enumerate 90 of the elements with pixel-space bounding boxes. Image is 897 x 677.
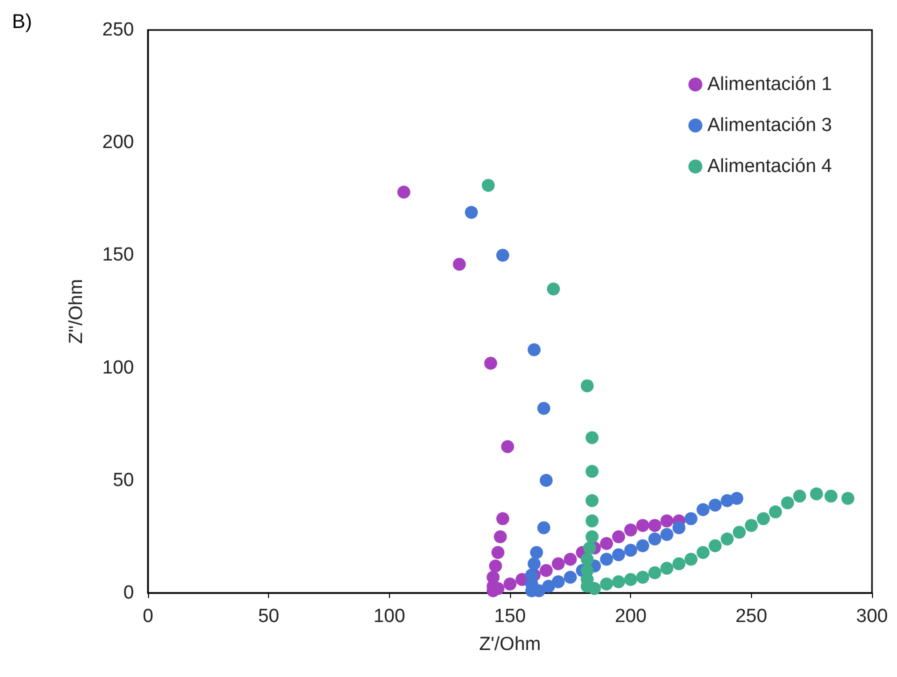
y-tick-label: 0 [123, 582, 134, 604]
point [482, 178, 495, 192]
point [756, 512, 770, 526]
point [464, 206, 478, 219]
y-tick-label: 100 [102, 357, 134, 378]
point [580, 552, 594, 566]
point [696, 503, 710, 516]
x-tick-label: 100 [373, 606, 406, 627]
point [720, 532, 734, 546]
point [672, 557, 686, 570]
point [496, 248, 510, 262]
point [624, 544, 638, 557]
point [586, 431, 599, 444]
point [397, 186, 410, 199]
point [588, 582, 601, 595]
legend-label: Alimentación 1 [707, 74, 832, 95]
point [552, 557, 565, 570]
y-tick-label: 150 [102, 244, 134, 266]
point [586, 494, 599, 508]
point [793, 490, 806, 503]
point [768, 505, 782, 518]
point [660, 514, 674, 528]
point [708, 539, 722, 552]
point [660, 562, 674, 575]
point [586, 464, 599, 478]
point [552, 575, 565, 588]
point [537, 521, 550, 534]
y-axis-title: Z"/Ohm [66, 279, 87, 344]
point [624, 523, 638, 536]
point [564, 570, 577, 584]
point [491, 546, 504, 559]
point [489, 559, 502, 572]
point [612, 530, 626, 544]
point [583, 541, 596, 554]
point [501, 440, 514, 454]
point [600, 552, 614, 566]
point [452, 258, 466, 271]
point [528, 557, 541, 570]
point [612, 548, 626, 562]
point [484, 356, 498, 370]
point [580, 379, 594, 392]
y-tick-label: 250 [102, 20, 134, 40]
point [730, 492, 744, 505]
x-tick-label: 150 [494, 606, 526, 627]
x-tick-label: 200 [614, 606, 647, 627]
point [636, 570, 650, 584]
point [542, 580, 556, 593]
point [810, 487, 823, 500]
point [600, 536, 614, 550]
point [696, 546, 710, 559]
legend-label: Alimentación 3 [707, 115, 832, 136]
point [636, 518, 650, 532]
point [546, 282, 560, 296]
point [684, 552, 698, 566]
x-tick-label: 0 [142, 606, 154, 627]
point [600, 577, 614, 590]
point [824, 490, 838, 503]
y-tick-label: 50 [112, 470, 134, 491]
point [624, 572, 638, 586]
point [648, 518, 662, 532]
point [612, 575, 626, 588]
x-tick-label: 300 [856, 606, 888, 627]
x-tick-label: 50 [258, 606, 280, 627]
point [648, 566, 662, 580]
x-axis-title: Z'/Ohm [479, 634, 541, 655]
point [528, 343, 541, 356]
point [684, 512, 698, 526]
point [841, 492, 854, 505]
point [732, 526, 746, 539]
point [494, 530, 507, 544]
point [636, 539, 650, 552]
point [672, 521, 686, 534]
legend-label: Alimentación 4 [707, 156, 832, 177]
point [586, 530, 599, 544]
y-tick-label: 200 [102, 132, 134, 154]
point [504, 577, 516, 590]
x-tick-label: 250 [735, 606, 768, 627]
point [537, 402, 550, 415]
point [540, 564, 553, 577]
point [660, 528, 674, 541]
point [496, 512, 510, 526]
point [744, 518, 758, 532]
point [540, 474, 553, 487]
point [564, 552, 577, 566]
point [648, 532, 662, 546]
point [530, 546, 544, 559]
text: B) [12, 11, 32, 33]
point [708, 498, 722, 512]
point [781, 496, 794, 510]
point [586, 514, 599, 528]
